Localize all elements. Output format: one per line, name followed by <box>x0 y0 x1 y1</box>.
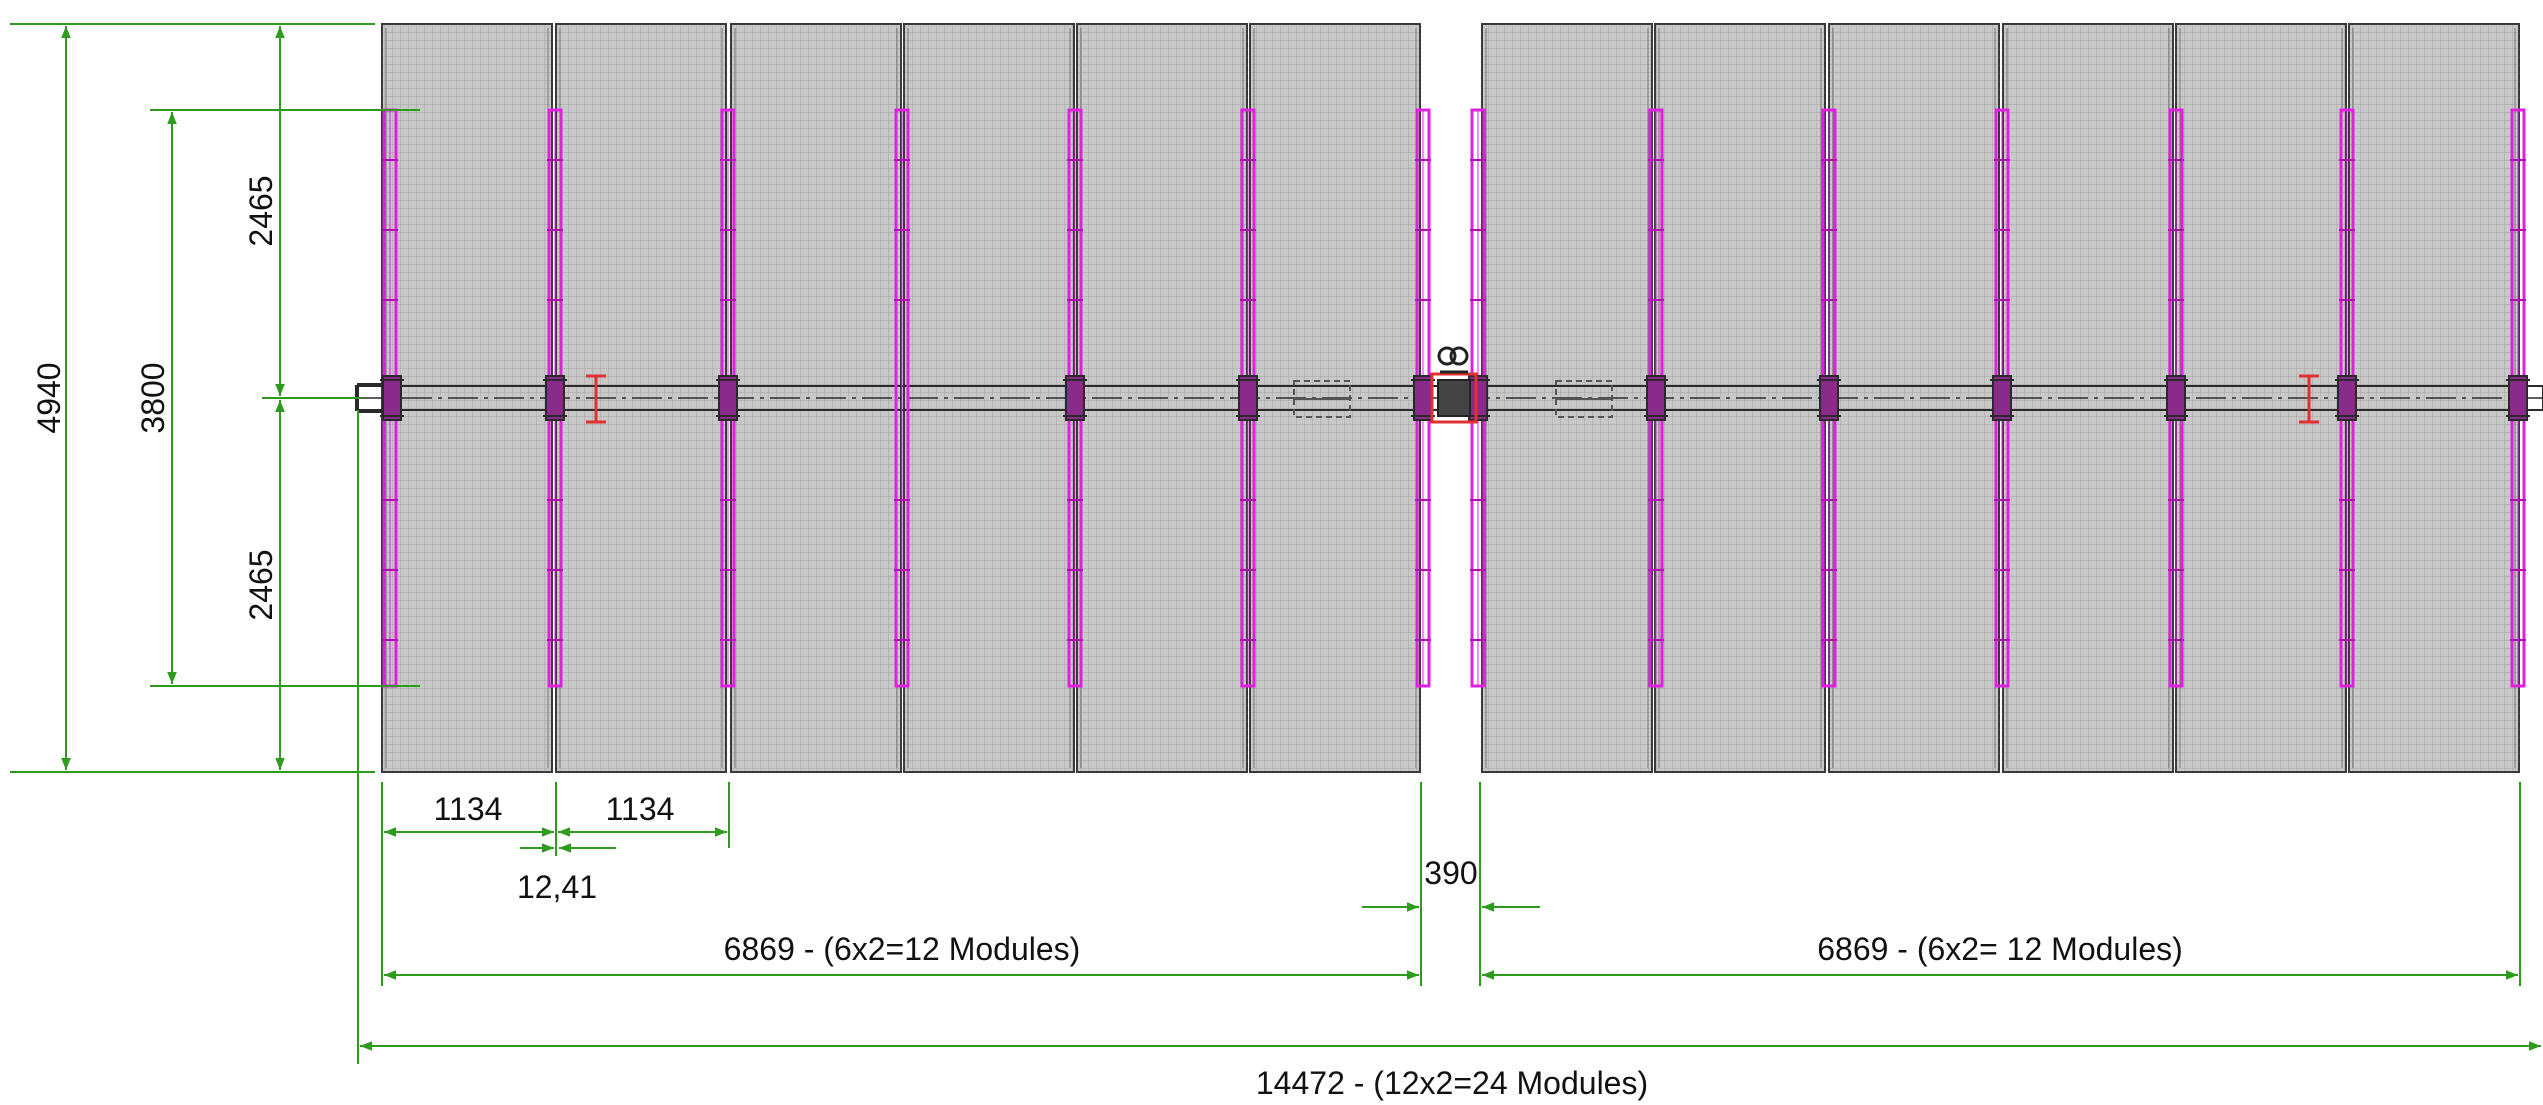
purlin-clamp <box>1644 375 1668 421</box>
purlin-clamp <box>1063 375 1087 421</box>
purlin-clamp <box>1990 375 2014 421</box>
purlin-clamp <box>2335 375 2359 421</box>
module-width-left-label: 1134 <box>434 791 503 827</box>
purlin <box>894 108 910 688</box>
purlin-clamp <box>1817 375 1841 421</box>
slewing-drive-icon <box>1430 346 1478 424</box>
upper-half-label: 2465 <box>243 175 279 246</box>
purlin-clamp <box>1411 375 1435 421</box>
purlin-clamp <box>380 375 404 421</box>
dimension-lines <box>61 26 2541 1051</box>
right-section-label: 6869 - (6x2= 12 Modules) <box>1817 931 2183 967</box>
damper-icon <box>1293 380 1351 418</box>
damper-icon <box>1555 380 1613 418</box>
left-section-label: 6869 - (6x2=12 Modules) <box>724 931 1081 967</box>
module-width-right-label: 1134 <box>606 791 675 827</box>
purlin-clamp <box>2506 375 2530 421</box>
purlin-rails <box>380 108 2530 688</box>
purlin-clamp <box>543 375 567 421</box>
drive-gap-label: 390 <box>1424 855 1477 891</box>
purlin-clamp <box>716 375 740 421</box>
purlin-span-label: 3800 <box>135 362 171 433</box>
purlin-clamp <box>1236 375 1260 421</box>
i-beam-icon <box>586 374 606 424</box>
i-beam-icon <box>2299 374 2319 424</box>
overall-height-label: 4940 <box>31 362 67 433</box>
purlin-clamp <box>2164 375 2188 421</box>
total-length-label: 14472 - (12x2=24 Modules) <box>1256 1065 1648 1101</box>
extension-lines <box>10 23 2521 1064</box>
module-gap-label: 12,41 <box>517 869 597 905</box>
lower-half-label: 2465 <box>243 549 279 620</box>
